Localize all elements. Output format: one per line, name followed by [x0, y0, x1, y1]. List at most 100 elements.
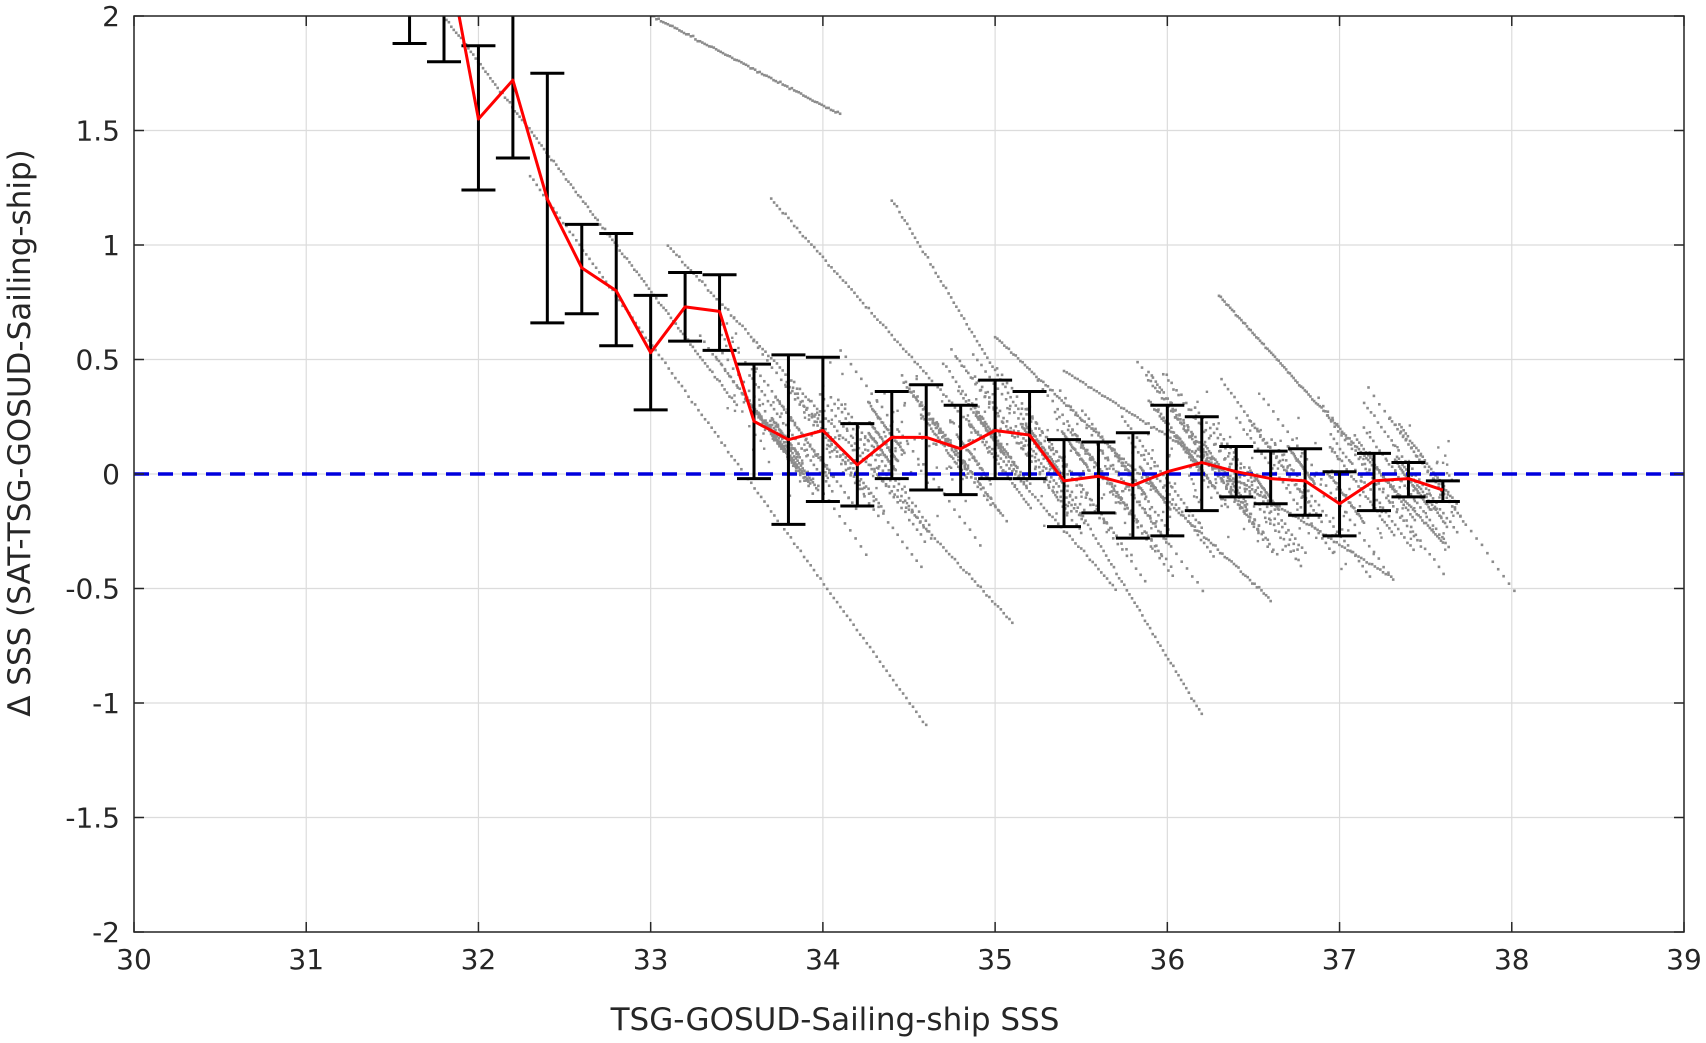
scatter-point [999, 450, 1001, 452]
scatter-point [1410, 506, 1413, 509]
scatter-point [1125, 548, 1128, 551]
scatter-point [784, 373, 787, 376]
scatter-point [779, 81, 782, 84]
scatter-point [1395, 490, 1398, 493]
scatter-point [864, 448, 866, 450]
scatter-point [1209, 457, 1212, 460]
scatter-point [1086, 554, 1089, 557]
scatter-point [881, 438, 884, 441]
scatter-point [1125, 410, 1128, 413]
scatter-point [1320, 478, 1323, 481]
scatter-point [1253, 518, 1256, 521]
scatter-point [927, 256, 930, 259]
scatter-point [579, 196, 582, 199]
scatter-point [905, 697, 908, 700]
scatter-point [1087, 386, 1090, 389]
scatter-point [771, 366, 774, 369]
scatter-point [1038, 427, 1041, 430]
scatter-point [1055, 512, 1057, 514]
scatter-point [1101, 497, 1103, 499]
scatter-point [878, 433, 881, 436]
scatter-point [1242, 573, 1245, 576]
scatter-point [1410, 526, 1413, 529]
scatter-point [876, 400, 878, 402]
scatter-point [660, 20, 663, 23]
scatter-point [683, 32, 686, 35]
scatter-point [1220, 378, 1223, 381]
scatter-point [776, 362, 779, 365]
scatter-point [1020, 413, 1023, 416]
scatter-point [1137, 487, 1140, 490]
scatter-point [1410, 447, 1413, 450]
scatter-point [951, 449, 954, 452]
scatter-point [1015, 470, 1018, 473]
scatter-point [1198, 412, 1201, 415]
scatter-point [1508, 582, 1511, 585]
scatter-point [764, 410, 767, 413]
scatter-point [977, 411, 980, 414]
scatter-point [938, 432, 941, 435]
scatter-point [984, 491, 987, 494]
scatter-point [1282, 466, 1285, 469]
scatter-point [1062, 422, 1065, 425]
scatter-point [781, 212, 784, 215]
scatter-point [875, 655, 878, 658]
scatter-point [782, 406, 785, 409]
scatter-point [870, 392, 873, 395]
scatter-point [588, 258, 591, 261]
scatter-point [1124, 468, 1127, 471]
scatter-point [1051, 448, 1053, 450]
scatter-point [1098, 517, 1101, 520]
scatter-point [845, 281, 848, 284]
scatter-point [1010, 464, 1013, 467]
scatter-point [958, 516, 961, 519]
scatter-point [713, 295, 716, 298]
scatter-point [1354, 524, 1357, 527]
scatter-point [955, 380, 958, 383]
scatter-point [845, 469, 848, 472]
scatter-point [1339, 448, 1342, 451]
scatter-point [1005, 616, 1008, 619]
scatter-point [1251, 484, 1254, 487]
scatter-point [1253, 480, 1256, 483]
scatter-point [1248, 486, 1251, 489]
scatter-point [1262, 496, 1265, 499]
scatter-point [860, 378, 863, 381]
scatter-point [774, 436, 777, 439]
scatter-point [809, 400, 811, 402]
scatter-point [1104, 465, 1106, 467]
scatter-point [1093, 461, 1096, 464]
scatter-point [754, 68, 757, 71]
scatter-point [1342, 452, 1345, 455]
scatter-point [1353, 507, 1356, 510]
scatter-point [833, 425, 836, 428]
scatter-point [678, 255, 681, 258]
scatter-point [797, 397, 800, 400]
scatter-point [1150, 538, 1153, 541]
scatter-point [967, 414, 969, 416]
scatter-point [1204, 441, 1206, 443]
scatter-point [813, 569, 816, 572]
scatter-point [884, 435, 886, 437]
scatter-point [1172, 665, 1175, 668]
scatter-point [1265, 521, 1267, 523]
scatter-point [1243, 410, 1246, 413]
scatter-point [1193, 495, 1195, 497]
scatter-point [1206, 453, 1209, 456]
scatter-point [1130, 427, 1133, 430]
scatter-point [903, 404, 905, 406]
scatter-point [1164, 484, 1166, 486]
scatter-point [808, 414, 811, 417]
scatter-point [1362, 448, 1365, 451]
scatter-point [807, 97, 810, 100]
scatter-point [1269, 519, 1271, 521]
scatter-point [1289, 538, 1292, 541]
scatter-point [689, 343, 692, 346]
scatter-point [844, 417, 847, 420]
scatter-point [1354, 434, 1357, 437]
scatter-point [1025, 501, 1028, 504]
scatter-point [1327, 410, 1330, 413]
scatter-point [700, 414, 703, 417]
scatter-point [1260, 589, 1263, 592]
scatter-point [1149, 515, 1152, 518]
